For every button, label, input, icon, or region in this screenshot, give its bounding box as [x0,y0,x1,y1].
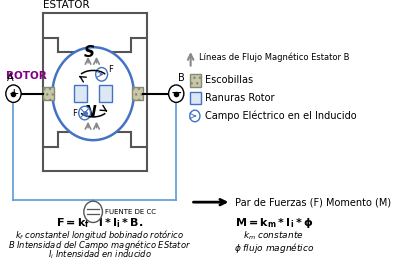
Text: Par de Fuerzas (F) Momento (M): Par de Fuerzas (F) Momento (M) [235,197,391,207]
Text: $\phi$ flujo magnético: $\phi$ flujo magnético [234,241,314,255]
Text: F: F [72,109,77,118]
Text: ROTOR: ROTOR [6,71,46,81]
Text: A: A [7,73,13,83]
Text: N: N [83,105,96,120]
Text: $\mathbf{M = k_m * I_i * \phi}$: $\mathbf{M = k_m * I_i * \phi}$ [234,217,313,230]
Circle shape [84,201,102,222]
Text: $k_m$ constante: $k_m$ constante [243,230,304,242]
Text: −: − [170,86,182,100]
Bar [132,87,143,100]
Bar [43,87,54,100]
Text: Líneas de Flujo Magnético Estator B: Líneas de Flujo Magnético Estator B [199,52,350,62]
Text: Campo Eléctrico en el Inducido: Campo Eléctrico en el Inducido [205,111,357,121]
Text: FUENTE DE CC: FUENTE DE CC [105,209,156,215]
Text: ESTATOR: ESTATOR [43,0,90,10]
Bar [190,74,201,87]
Bar [99,85,112,102]
Circle shape [190,110,200,122]
Circle shape [168,85,184,102]
Bar [190,92,201,104]
Text: $B$ Intensidad del Campo magnético EStator: $B$ Intensidad del Campo magnético EStat… [8,238,192,252]
Text: $\mathbf{F = k_f * l * I_i * B.}$: $\mathbf{F = k_f * l * I_i * B.}$ [56,217,144,230]
Text: Escobillas: Escobillas [205,75,253,85]
Text: +: + [8,87,19,100]
Circle shape [79,106,90,120]
Bar [74,85,87,102]
Circle shape [52,47,134,140]
Text: Ranuras Rotor: Ranuras Rotor [205,92,274,103]
Text: $I_i$ Intensidad en inducido: $I_i$ Intensidad en inducido [48,248,152,261]
Circle shape [96,68,108,81]
Text: F: F [108,65,113,75]
Text: $k_f$ constantel longitud bobinado rotórico: $k_f$ constantel longitud bobinado rotór… [15,228,184,242]
Text: S: S [84,45,95,60]
Circle shape [6,85,21,102]
Text: B: B [178,73,185,83]
